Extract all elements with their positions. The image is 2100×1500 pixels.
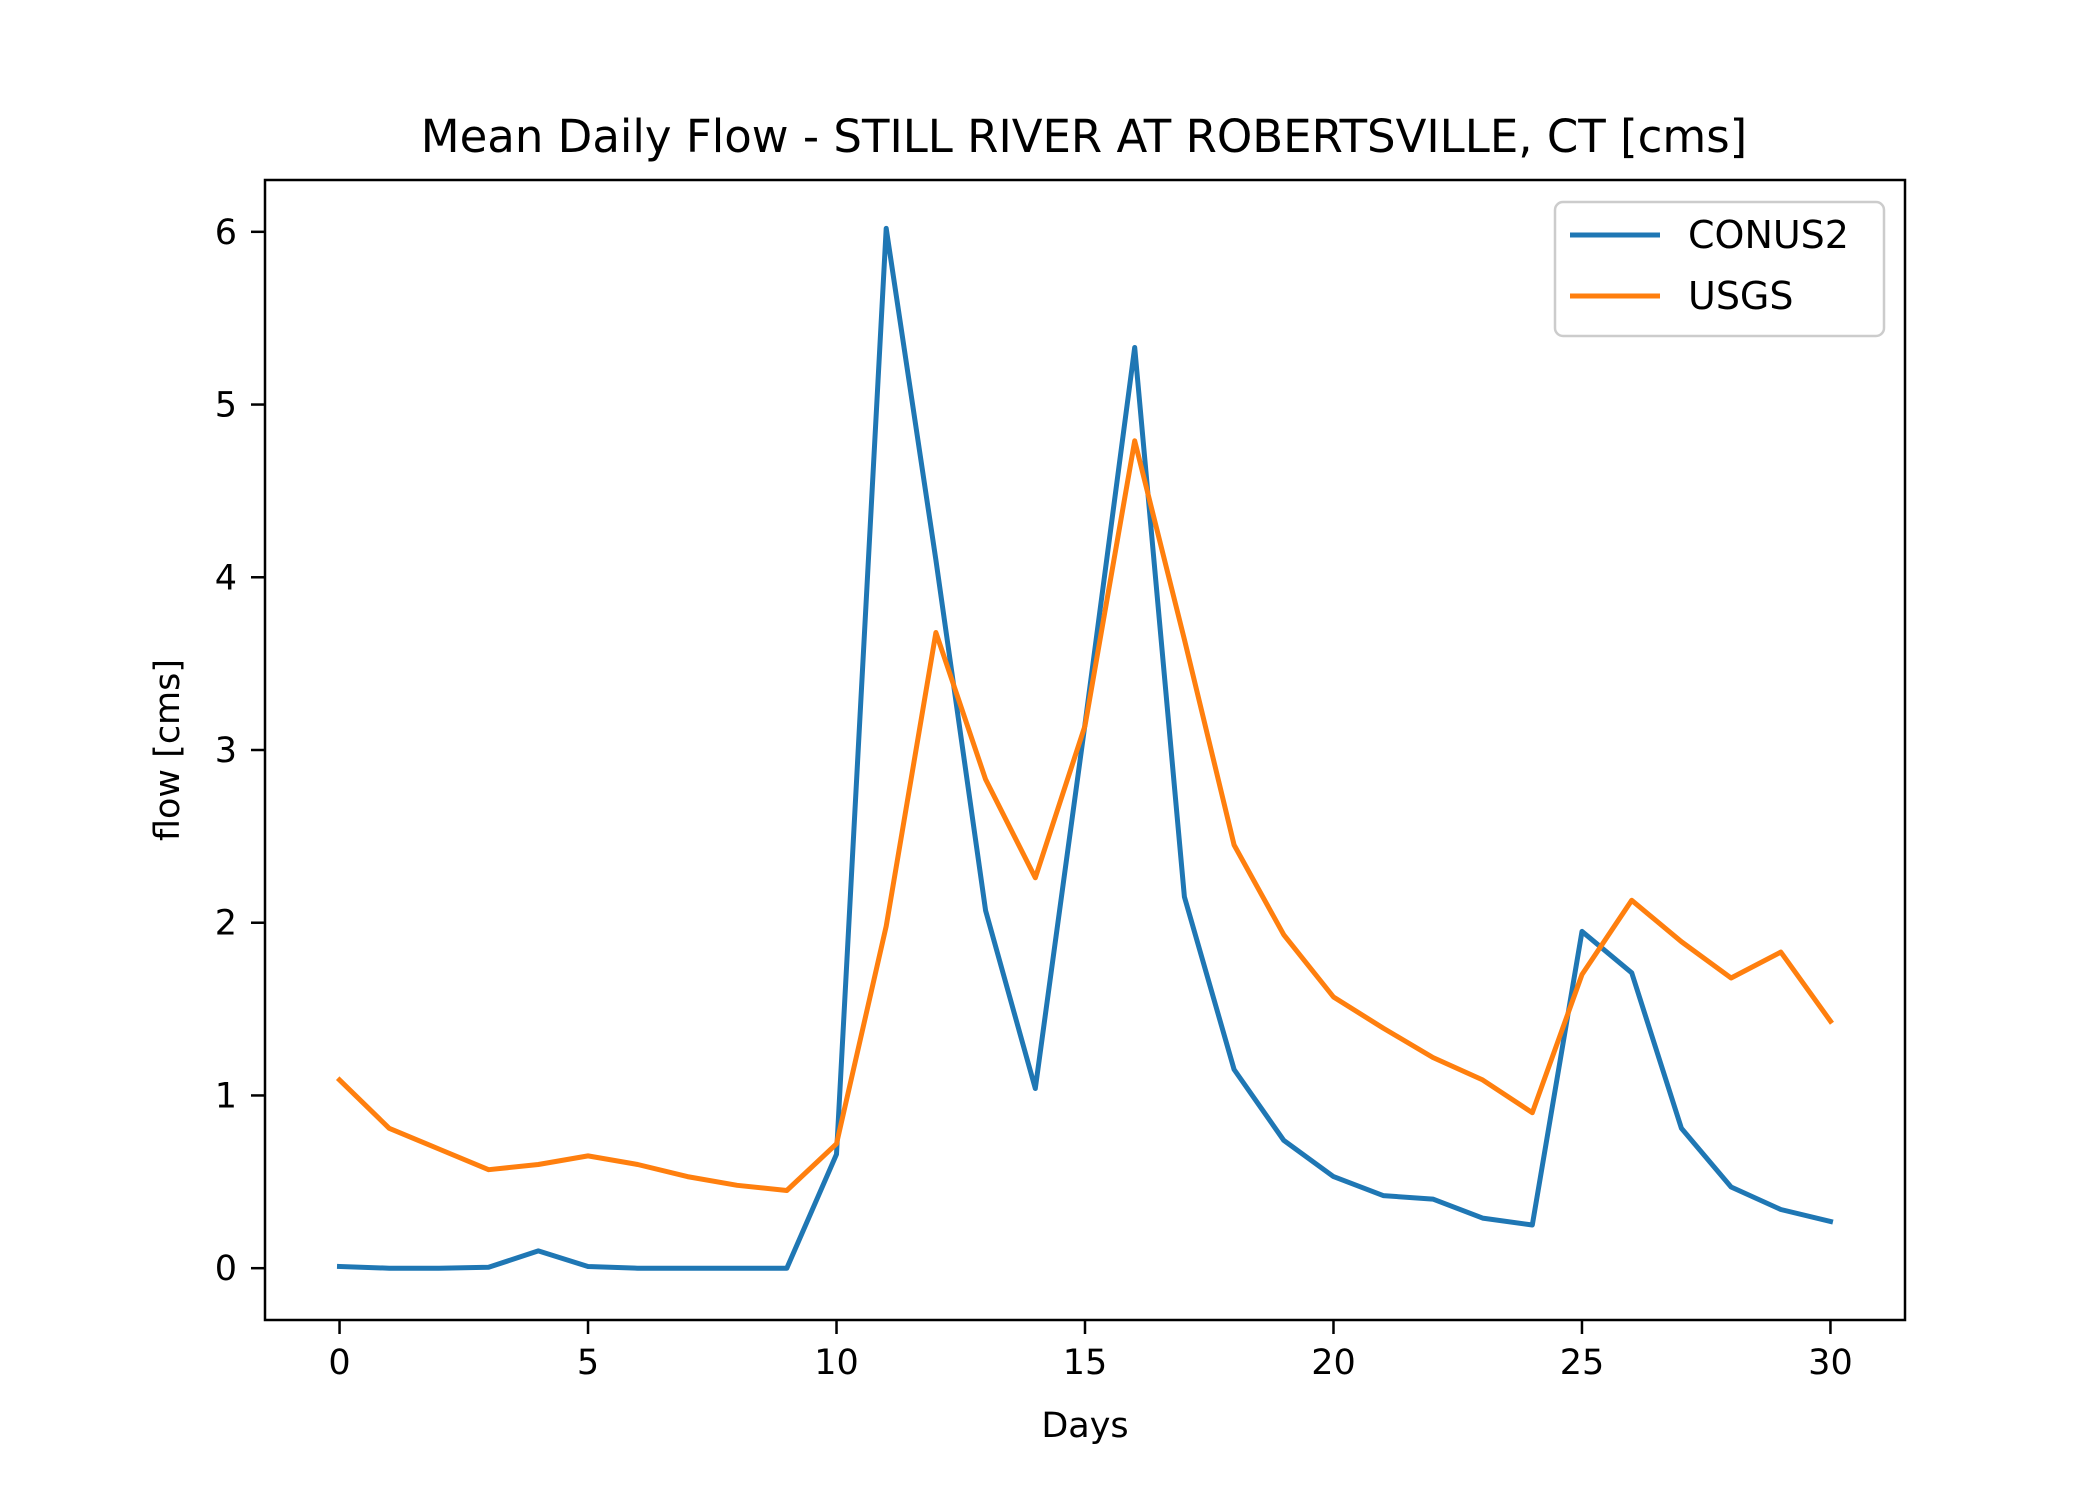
series-line-conus2: [336, 225, 1834, 1271]
y-tick-label: 2: [215, 904, 237, 944]
y-tick-label: 1: [215, 1076, 237, 1116]
chart-title: Mean Daily Flow - STILL RIVER AT ROBERTS…: [421, 110, 1747, 163]
x-axis-label: Days: [1041, 1406, 1128, 1446]
y-tick-label: 6: [215, 213, 237, 253]
y-tick-label: 5: [215, 386, 237, 426]
x-tick-label: 30: [1808, 1343, 1853, 1383]
plot-frame: [263, 178, 1907, 1322]
legend-label-usgs: USGS: [1688, 274, 1794, 318]
x-tick-label: 20: [1311, 1343, 1356, 1383]
series-layer: [335, 225, 1834, 1271]
series-line-usgs: [335, 438, 1834, 1193]
plot-area: [263, 178, 1907, 1322]
legend-label-conus2: CONUS2: [1688, 213, 1849, 257]
y-axis: 0 1 2 3 4 5 6: [215, 213, 265, 1289]
x-tick-label: 5: [577, 1343, 599, 1383]
y-axis-label: flow [cms]: [148, 659, 188, 841]
y-tick-label: 4: [215, 558, 237, 598]
legend: CONUS2 USGS: [1553, 200, 1886, 338]
x-axis: 0 5 10 15 20 25 30: [328, 1320, 1853, 1383]
y-tick-label: 0: [215, 1249, 237, 1289]
x-tick-label: 10: [814, 1343, 859, 1383]
y-tick-label: 3: [215, 731, 237, 771]
x-tick-label: 0: [328, 1343, 350, 1383]
x-tick-label: 15: [1063, 1343, 1108, 1383]
x-tick-label: 25: [1560, 1343, 1605, 1383]
